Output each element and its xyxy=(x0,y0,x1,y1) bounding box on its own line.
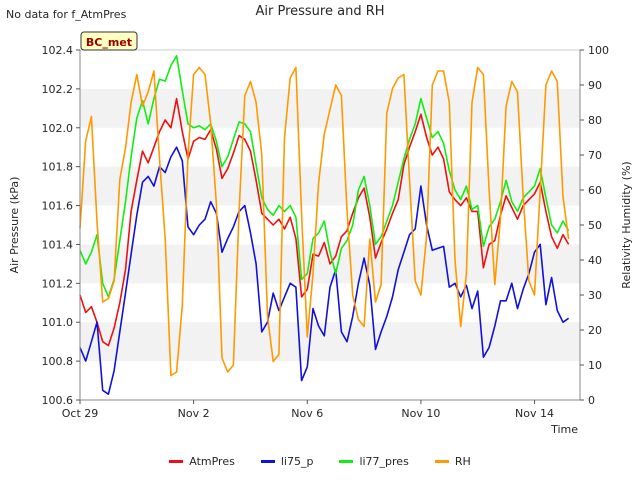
y2-tick-label: 90 xyxy=(588,79,602,92)
legend-item-atmpres: AtmPres xyxy=(169,452,235,470)
legend: AtmPres li75_p li77_pres RH xyxy=(0,452,640,470)
x-axis-label: Time xyxy=(550,423,578,436)
no-data-note: No data for f_AtmPres xyxy=(6,8,127,21)
y-tick-label: 101.8 xyxy=(42,161,74,174)
series-line-li77_pres xyxy=(79,55,570,298)
y-tick-label: 101.4 xyxy=(42,238,74,251)
y2-axis-label: Relativity Humidity (%) xyxy=(620,161,633,288)
legend-item-li75_p: li75_p xyxy=(260,452,314,470)
legend-swatch xyxy=(169,459,184,463)
station-badge: BC_met xyxy=(80,31,138,51)
legend-swatch xyxy=(434,459,449,463)
axes: 100.6 100.8 101.0 101.2 101.4 101.6 101.8 102.0… xyxy=(42,44,610,420)
y-axis-label: Air Pressure (kPa) xyxy=(8,177,21,274)
y-tick-label: 102.2 xyxy=(42,83,74,96)
chart-title: Air Pressure and RH xyxy=(255,4,384,19)
legend-swatch xyxy=(339,459,354,463)
y2-tick-label: 50 xyxy=(588,219,602,232)
series-line-atmpres xyxy=(79,97,570,347)
y2-tick-label: 100 xyxy=(588,44,609,57)
grid-band xyxy=(80,166,580,206)
legend-label: AtmPres xyxy=(189,454,235,468)
series-line-li75_p xyxy=(79,146,570,395)
legend-label: li75_p xyxy=(280,454,314,468)
legend-item-rh: RH xyxy=(434,452,471,470)
x-tick-label: Oct 29 xyxy=(62,407,99,420)
y2-tick-label: 0 xyxy=(588,394,595,407)
legend-item-li77_pres: li77_pres xyxy=(339,452,409,470)
y-tick-label: 100.8 xyxy=(42,355,74,368)
y2-tick-label: 80 xyxy=(588,114,602,127)
x-tick-label: Nov 10 xyxy=(401,407,440,420)
y-tick-label: 101.2 xyxy=(42,277,74,290)
y-tick-label: 102.4 xyxy=(42,44,74,57)
grid-band xyxy=(80,322,580,362)
x-tick-label: Nov 14 xyxy=(515,407,554,420)
y-tick-label: 100.6 xyxy=(42,394,74,407)
series-layer xyxy=(79,55,570,395)
y2-tick-label: 70 xyxy=(588,149,602,162)
series-line-rh xyxy=(79,66,570,377)
x-tick-label: Nov 6 xyxy=(291,407,323,420)
legend-label: RH xyxy=(454,454,471,468)
y2-tick-label: 40 xyxy=(588,254,602,267)
y-tick-label: 101.0 xyxy=(42,316,74,329)
y2-tick-label: 20 xyxy=(588,324,602,337)
legend-label: li77_pres xyxy=(359,454,409,468)
x-tick-label: Nov 2 xyxy=(178,407,210,420)
y2-tick-label: 10 xyxy=(588,359,602,372)
y-tick-label: 101.6 xyxy=(42,200,74,213)
y-tick-label: 102.0 xyxy=(42,122,74,135)
station-badge-label: BC_met xyxy=(86,36,132,49)
y2-tick-label: 30 xyxy=(588,289,602,302)
y2-tick-label: 60 xyxy=(588,184,602,197)
legend-swatch xyxy=(260,459,275,463)
